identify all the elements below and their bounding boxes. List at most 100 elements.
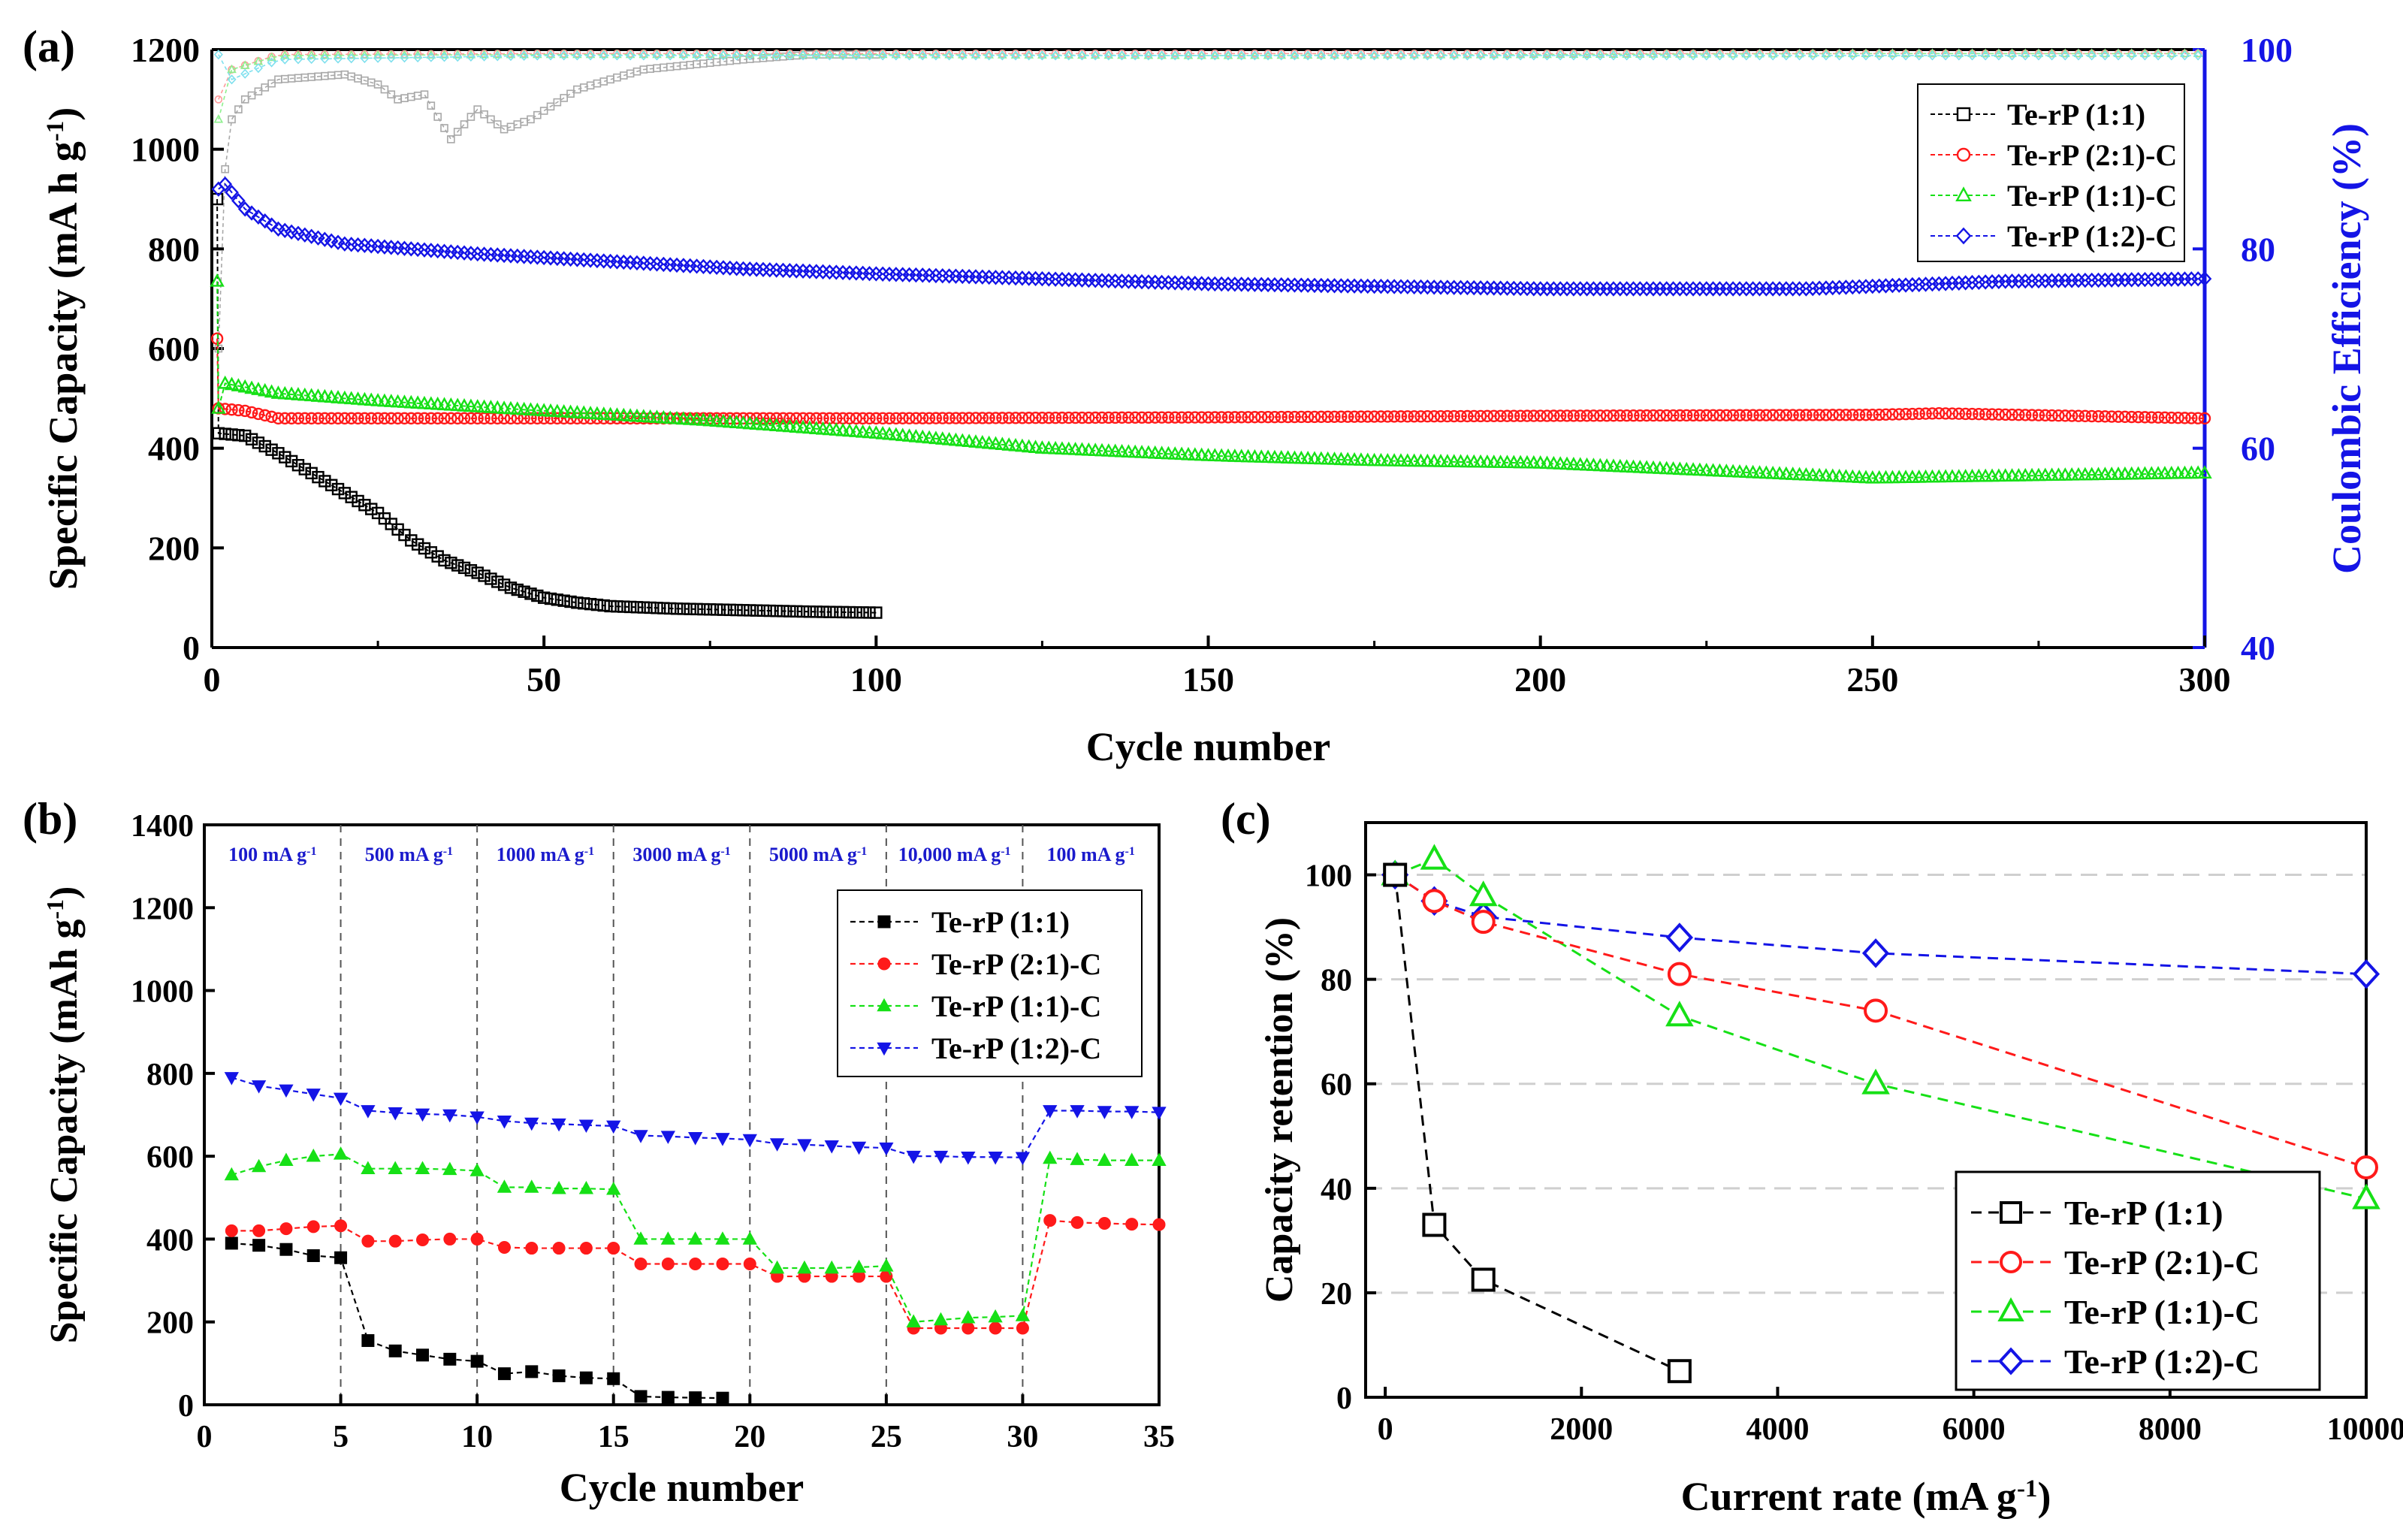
- data-point: [743, 1258, 756, 1271]
- capacity-data-point: [850, 605, 863, 619]
- data-point: [606, 1182, 621, 1195]
- x-tick-label: 35: [1143, 1420, 1175, 1454]
- ce-data-point: [533, 50, 542, 61]
- x-tick-label: 30: [1007, 1420, 1038, 1454]
- ce-data-point: [1077, 50, 1087, 61]
- capacity-data-point: [411, 412, 424, 425]
- ce-data-point: [1409, 50, 1419, 61]
- legend-label: Te-rP (1:1): [931, 905, 1070, 939]
- capacity-data-point: [1295, 410, 1308, 424]
- capacity-data-point: [352, 494, 364, 508]
- capacity-data-point: [1375, 410, 1387, 423]
- capacity-data-point: [936, 412, 949, 424]
- ce-data-point: [1382, 50, 1393, 59]
- capacity-data-point: [491, 575, 504, 588]
- data-point: [851, 1259, 867, 1273]
- capacity-data-point: [285, 454, 298, 468]
- ce-data-point: [891, 50, 901, 61]
- capacity-data-point: [1813, 409, 1826, 421]
- capacity-data-point: [1036, 412, 1049, 424]
- capacity-data-point: [1886, 408, 1899, 421]
- capacity-data-point: [1015, 438, 1030, 452]
- plot-frame: [1364, 821, 2368, 1399]
- ce-data-point: [2033, 50, 2043, 61]
- capacity-data-point: [1553, 409, 1567, 422]
- x-tick-label: 20: [734, 1420, 765, 1454]
- capacity-data-point: [803, 605, 817, 618]
- data-point: [252, 1224, 266, 1237]
- capacity-data-point: [596, 406, 611, 420]
- capacity-data-point: [504, 581, 518, 594]
- capacity-data-point: [649, 409, 665, 424]
- data-point: [388, 1344, 402, 1357]
- capacity-data-point: [770, 605, 783, 618]
- series-markers: [224, 1146, 1167, 1328]
- y2-tick-label: 40: [2241, 629, 2275, 667]
- capacity-data-point: [796, 605, 810, 618]
- ce-data-point: [2021, 50, 2030, 61]
- capacity-data-point: [1474, 409, 1487, 423]
- data-point: [525, 1365, 539, 1378]
- capacity-data-point: [1494, 409, 1507, 422]
- capacity-data-point: [1301, 410, 1315, 424]
- ce-data-point: [1728, 50, 1738, 61]
- capacity-data-point: [1845, 279, 1860, 295]
- capacity-data-point: [2019, 409, 2032, 421]
- ce-data-point: [380, 85, 389, 94]
- series-markers: [1383, 862, 1692, 1384]
- ce-data-point: [1981, 50, 1991, 61]
- data-point: [989, 1321, 1002, 1335]
- ce-data-point: [400, 53, 409, 63]
- ce-data-point: [1224, 50, 1233, 58]
- data-point: [1665, 1001, 1694, 1027]
- capacity-data-point: [1832, 279, 1846, 295]
- data-point: [1016, 1321, 1029, 1335]
- data-point: [1125, 1218, 1139, 1231]
- capacity-data-point: [543, 403, 558, 417]
- capacity-data-point: [298, 412, 312, 425]
- series-line: [1393, 874, 1680, 1372]
- capacity-data-point: [265, 410, 278, 424]
- capacity-data-point: [836, 605, 850, 619]
- capacity-data-point: [1580, 409, 1593, 422]
- capacity-data-point: [1049, 411, 1062, 424]
- capacity-data-point: [377, 393, 392, 407]
- capacity-data-point: [1872, 278, 1887, 294]
- capacity-data-point: [862, 424, 877, 439]
- data-point: [306, 1148, 321, 1162]
- data-point: [1097, 1106, 1112, 1119]
- capacity-data-point: [251, 209, 266, 225]
- capacity-data-point: [218, 176, 233, 192]
- y-tick-label: 200: [146, 1306, 194, 1341]
- capacity-data-point: [1899, 408, 1912, 421]
- capacity-data-point: [1819, 280, 1834, 296]
- ce-data-point: [1170, 50, 1180, 61]
- capacity-data-point: [258, 213, 273, 229]
- capacity-data-point: [1387, 410, 1401, 423]
- capacity-data-point: [1653, 409, 1667, 422]
- capacity-data-point: [1534, 409, 1547, 422]
- capacity-data-point: [418, 412, 431, 425]
- capacity-data-point: [291, 459, 305, 472]
- data-point: [742, 1231, 757, 1245]
- ce-data-point: [240, 95, 249, 104]
- capacity-data-point: [856, 606, 869, 619]
- y-tick-label: 20: [1321, 1277, 1352, 1312]
- ce-data-point: [838, 50, 848, 61]
- legend-label: Te-rP (1:1): [2064, 1194, 2223, 1232]
- capacity-data-point: [503, 400, 518, 415]
- ce-data-point: [466, 113, 475, 121]
- ce-data-point: [1157, 50, 1167, 61]
- ce-data-point: [1516, 50, 1526, 61]
- capacity-data-point: [1029, 412, 1042, 424]
- capacity-data-point: [451, 559, 464, 572]
- capacity-data-point: [677, 602, 690, 615]
- ce-data-point: [520, 117, 528, 126]
- capacity-data-point: [875, 426, 890, 439]
- ce-data-point: [320, 53, 330, 64]
- ce-data-point: [1144, 50, 1153, 58]
- ce-data-point: [732, 50, 741, 61]
- data-point: [415, 1161, 430, 1174]
- rate-band-label: 100 mA g-1: [1047, 844, 1135, 865]
- capacity-data-point: [337, 390, 352, 404]
